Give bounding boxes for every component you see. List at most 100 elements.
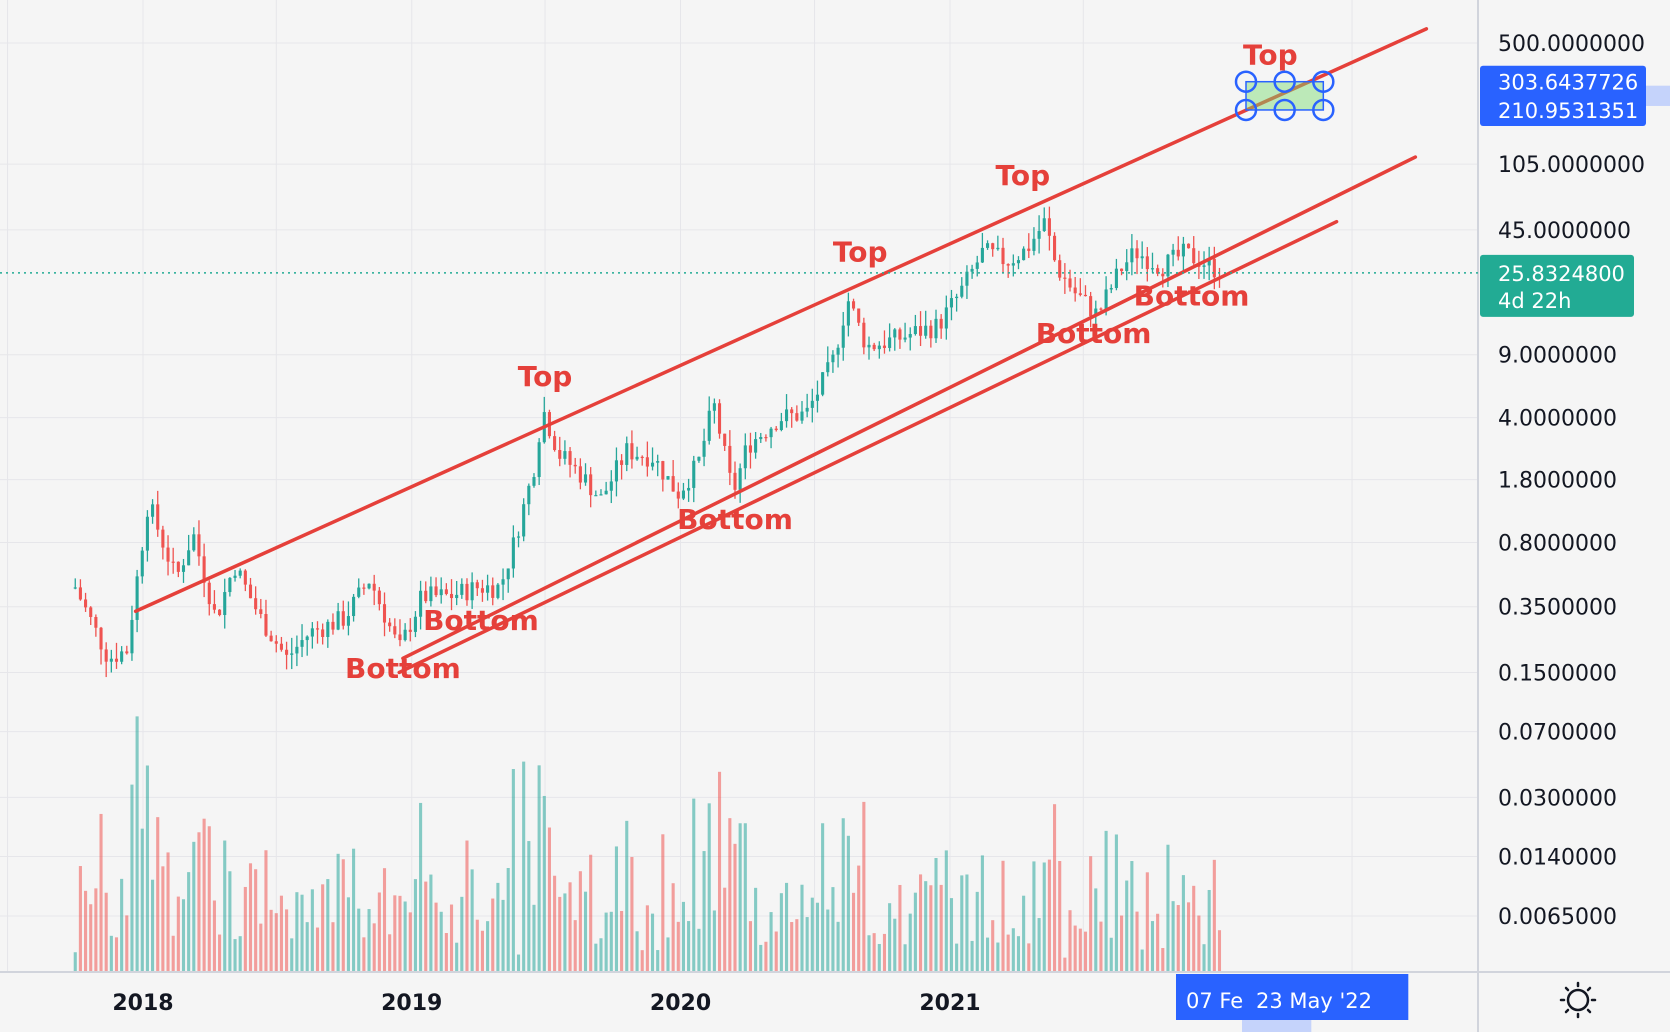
candle-body [233,575,237,578]
time-axis[interactable]: 2018 2019 2020 2021 [112,991,980,1016]
volume-bar [1202,944,1206,972]
candle-body [104,649,108,662]
price-tick-label: 9.0000000 [1498,344,1617,369]
candle-body [568,451,572,465]
candle-body [357,587,361,597]
volume-bar [300,894,304,972]
candle-body [1083,294,1088,297]
range-selection-tool[interactable] [1234,70,1335,122]
volume-bar [1181,875,1185,972]
channel-line [401,155,1418,661]
candle-body [285,649,289,655]
candle-body [527,485,531,505]
candle-body [1099,308,1103,310]
candle-body [650,462,655,467]
candle-body [460,583,464,595]
volume-bar [429,874,433,972]
candle-body [161,529,165,548]
volume-bar [707,803,711,972]
volume-bar [578,871,582,972]
candle-body [254,598,258,610]
candle-body [728,445,732,473]
annotation-label: Bottom [345,652,461,685]
volume-bar [815,902,820,972]
candle-body [99,627,103,650]
candle-body [645,457,649,467]
candle-body [218,609,222,615]
candle-body [635,456,639,460]
candle-body [1181,243,1185,257]
candle-body [692,460,696,488]
volume-bar [919,874,923,972]
candle-body [187,550,191,566]
candle-body [707,410,711,441]
volume-bar [805,917,809,972]
volume-bar [671,883,675,972]
settings-sun-icon[interactable] [1559,981,1597,1019]
volume-bar [1145,872,1149,972]
candle-body [743,445,747,469]
candle-body [1120,268,1124,272]
volume-bar [893,918,897,972]
annotation-label: Top [996,159,1051,192]
volume-bar [965,874,969,972]
channel-line [397,219,1339,675]
candle-body [238,570,242,576]
candle-body [419,590,423,617]
price-tick-label: 0.8000000 [1498,532,1617,557]
candle-body [1212,258,1216,278]
volume-bar [1187,902,1191,972]
candle-body [1078,293,1082,295]
candle-body [846,301,850,326]
volume-bar [898,884,902,972]
volume-bar [1197,915,1201,972]
candle-body [661,461,665,480]
volume-bar [949,898,954,972]
candle-body [1047,218,1051,236]
candle-body [1001,247,1005,265]
candle-body [259,609,263,615]
range-start-date: 07 Fe [1186,989,1243,1013]
candle-body [717,403,722,434]
candle-body [1145,256,1149,270]
volume-bar [382,868,387,972]
candle-body [919,326,923,336]
candle-body [1016,260,1021,264]
price-axis[interactable]: 500.0000000 105.0000000 45.0000000 9.000000… [1498,32,1645,930]
trend-channel-lines[interactable] [133,27,1429,675]
resize-handle [1273,70,1296,93]
candle-body [269,635,273,642]
candle-body [867,344,871,348]
candle-body [857,308,861,323]
candle-body [181,565,186,572]
candle-body [207,582,211,605]
volume-bar [790,922,794,972]
candle-body [640,456,644,459]
volume-bar [248,863,253,972]
volume-bar [393,895,397,972]
volume-bar [321,884,325,972]
price-tick-label: 105.0000000 [1498,153,1645,178]
volume-bar [862,801,866,972]
volume-bar [419,802,423,972]
candle-body [1156,268,1160,274]
candle-body [295,646,299,654]
volume-bars [73,716,1222,972]
volume-bar [882,933,887,972]
candle-body [1202,265,1206,267]
candle-body [388,622,392,627]
candle-body [346,616,350,626]
candle-body [836,347,840,355]
candle-body [439,589,443,596]
candle-body [882,345,887,348]
candle-body [888,337,892,348]
candle-body [975,262,979,269]
candle-body [408,629,412,632]
candle-body [604,490,608,495]
volume-bar [743,823,747,972]
volume-bar [171,935,175,972]
candle-body [949,298,954,308]
volume-bar [826,909,830,972]
candle-body [790,409,794,414]
